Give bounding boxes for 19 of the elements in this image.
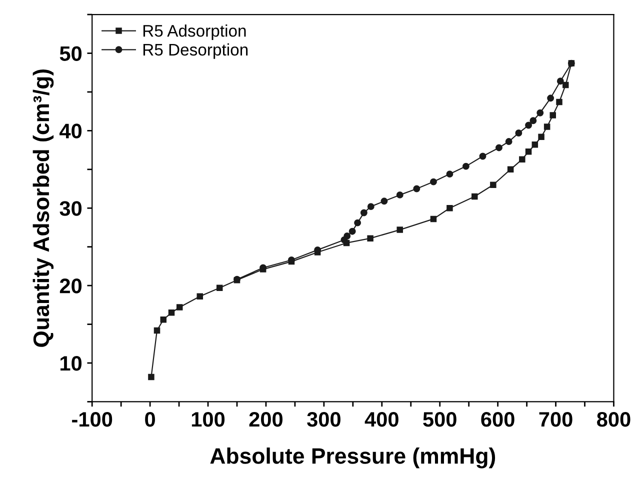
- x-tick-label: 700: [539, 412, 572, 427]
- x-tick-label: -100: [72, 412, 112, 427]
- y-tick-label: 30: [60, 201, 82, 216]
- x-tick-label: 100: [192, 412, 225, 427]
- y-tick-label: 40: [60, 124, 82, 138]
- y-axis-title: Quantity Adsorbed (cm³/g): [32, 70, 54, 347]
- x-tick-label: 200: [249, 412, 282, 427]
- x-tick-label: 0: [145, 412, 155, 427]
- legend-label: R5 Adsorption: [143, 24, 246, 40]
- x-axis-title: Absolute Pressure (mmHg): [210, 448, 496, 468]
- x-tick-label: 300: [307, 412, 340, 427]
- x-tick-label: 500: [423, 412, 456, 427]
- legend-label: R5 Desorption: [143, 43, 248, 59]
- x-tick-label: 600: [481, 412, 514, 427]
- y-tick-label: 10: [60, 356, 82, 371]
- y-tick-label: 50: [60, 46, 82, 61]
- y-tick-label: 20: [60, 278, 82, 294]
- x-tick-label: 800: [597, 412, 630, 427]
- x-tick-label: 400: [364, 412, 398, 427]
